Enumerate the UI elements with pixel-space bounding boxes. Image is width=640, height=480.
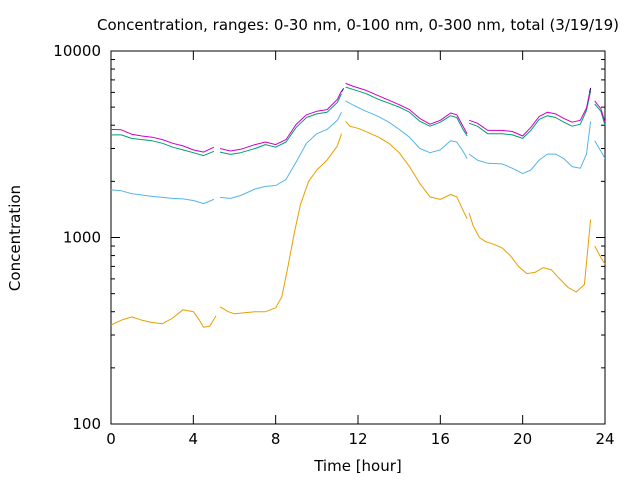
series-line: [345, 86, 468, 137]
series-line: [589, 88, 592, 93]
series-line: [341, 88, 345, 92]
series-line: [594, 100, 606, 123]
series-line: [468, 121, 592, 175]
series-line: [219, 133, 342, 315]
y-tick-label: 100: [72, 415, 101, 433]
series-line: [110, 128, 215, 153]
series-line: [110, 189, 215, 205]
y-tick-label: 10000: [53, 42, 101, 60]
series-layer: [110, 82, 606, 328]
chart-title: Concentration, ranges: 0-30 nm, 0-100 nm…: [97, 16, 619, 34]
series-line: [345, 100, 468, 159]
y-tick-label: 1000: [63, 229, 101, 247]
y-axis-label: Concentration: [6, 185, 24, 291]
x-tick-label: 24: [595, 430, 614, 448]
series-2: [111, 86, 606, 157]
x-tick-label: 8: [271, 430, 281, 448]
series-line: [219, 93, 342, 155]
series-line: [345, 120, 468, 220]
series-line: [468, 213, 592, 293]
series-line: [111, 134, 215, 157]
series-line: [468, 90, 592, 139]
series-line: [110, 309, 217, 328]
x-tick-label: 0: [106, 430, 116, 448]
series-line: [220, 111, 342, 199]
series-line: [468, 87, 592, 137]
x-axis-ticks: 0 4 8 12 16 20 24: [106, 51, 615, 448]
x-tick-label: 4: [189, 430, 199, 448]
x-tick-label: 16: [431, 430, 450, 448]
series-0: [110, 120, 606, 328]
y-axis-ticks: 100 1000 10000: [53, 42, 605, 433]
x-tick-label: 12: [348, 430, 367, 448]
series-line: [594, 140, 606, 159]
series-line: [219, 90, 342, 152]
series-line: [345, 82, 468, 134]
series-3: [110, 82, 606, 153]
x-axis-label: Time [hour]: [313, 457, 402, 475]
series-4: [341, 88, 592, 93]
series-line: [594, 245, 606, 265]
x-tick-label: 20: [513, 430, 532, 448]
series-1: [110, 100, 606, 205]
series-line: [594, 103, 606, 126]
